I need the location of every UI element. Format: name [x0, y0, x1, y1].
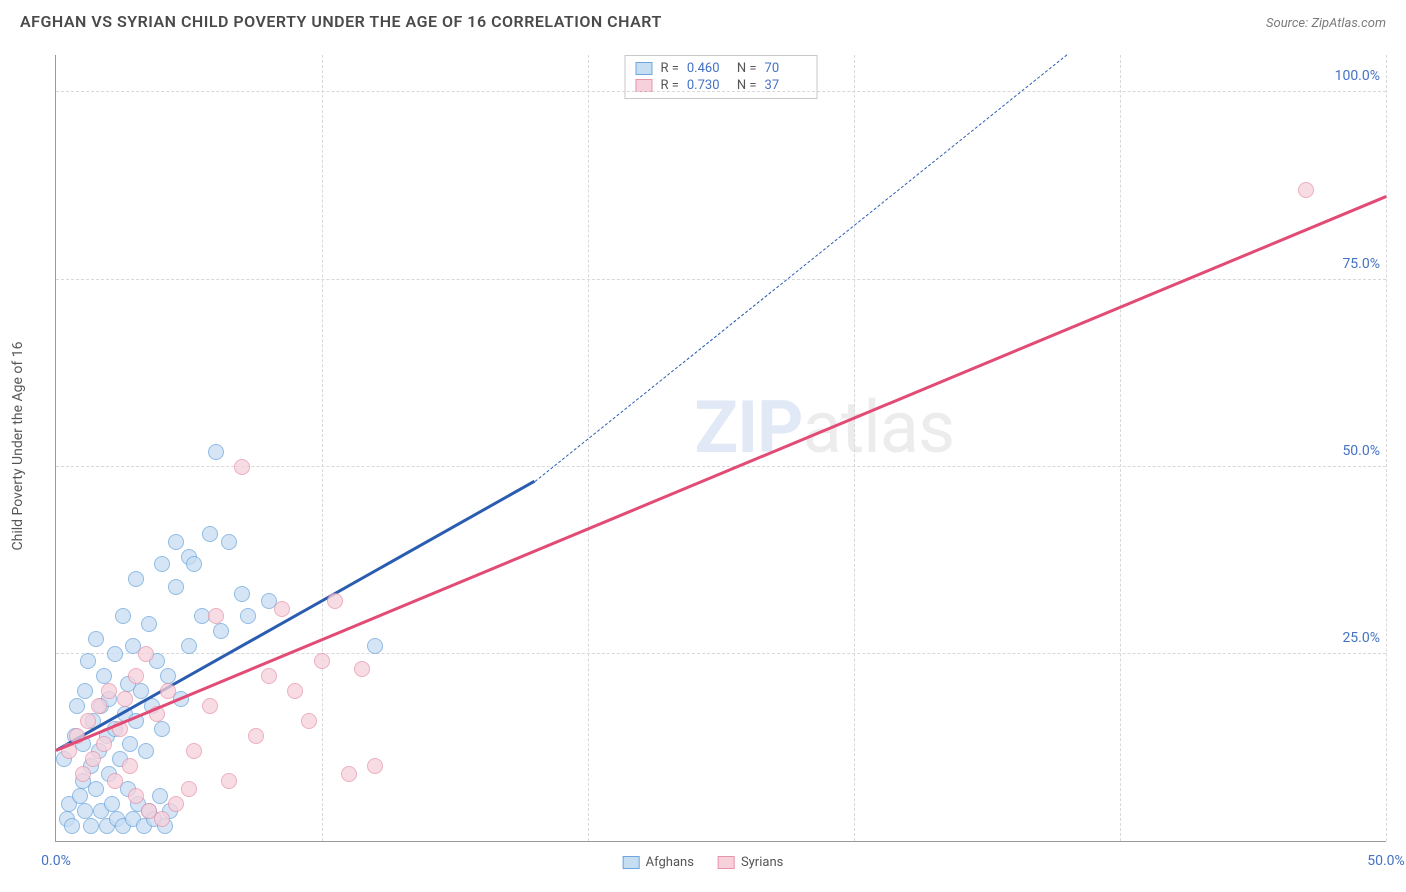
data-point-afghans — [128, 571, 144, 587]
data-point-afghans — [69, 698, 85, 714]
data-point-syrians — [341, 766, 357, 782]
data-point-syrians — [138, 646, 154, 662]
data-point-afghans — [138, 743, 154, 759]
data-point-afghans — [213, 623, 229, 639]
data-point-syrians — [354, 661, 370, 677]
data-point-syrians — [261, 668, 277, 684]
regression-line — [534, 54, 1067, 481]
data-point-afghans — [83, 818, 99, 834]
afghans-r-value: 0.460 — [687, 61, 729, 76]
swatch-afghans-icon — [623, 856, 640, 869]
data-point-afghans — [154, 721, 170, 737]
data-point-afghans — [141, 616, 157, 632]
data-point-syrians — [314, 653, 330, 669]
swatch-syrians-icon — [718, 856, 735, 869]
data-point-syrians — [75, 766, 91, 782]
data-point-afghans — [168, 579, 184, 595]
data-point-afghans — [202, 526, 218, 542]
data-point-syrians — [301, 713, 317, 729]
x-tick-label: 0.0% — [41, 853, 71, 869]
afghans-n-value: 70 — [765, 61, 807, 76]
n-label: N = — [737, 61, 757, 76]
data-point-afghans — [240, 608, 256, 624]
data-point-afghans — [77, 803, 93, 819]
series-legend: Afghans Syrians — [623, 855, 784, 870]
data-point-syrians — [128, 788, 144, 804]
data-point-syrians — [128, 668, 144, 684]
data-point-syrians — [85, 751, 101, 767]
data-point-syrians — [208, 608, 224, 624]
source-value: ZipAtlas.com — [1311, 16, 1386, 31]
gridline-v — [588, 55, 589, 841]
data-point-syrians — [1298, 182, 1314, 198]
data-point-afghans — [208, 444, 224, 460]
data-point-syrians — [202, 698, 218, 714]
gridline-v — [322, 55, 323, 841]
data-point-syrians — [181, 781, 197, 797]
watermark-zip: ZIP — [694, 385, 802, 470]
y-tick-label: 25.0% — [1342, 630, 1380, 646]
gridline-h — [56, 653, 1386, 654]
data-point-afghans — [181, 638, 197, 654]
data-point-afghans — [234, 586, 250, 602]
data-point-afghans — [115, 608, 131, 624]
gridline-h — [56, 91, 1386, 92]
source-attribution: Source: ZipAtlas.com — [1266, 12, 1386, 31]
gridline-h — [56, 466, 1386, 467]
data-point-afghans — [186, 556, 202, 572]
data-point-syrians — [80, 713, 96, 729]
legend-label-syrians: Syrians — [741, 855, 783, 870]
legend-item-syrians: Syrians — [718, 855, 783, 870]
data-point-afghans — [88, 781, 104, 797]
x-tick-label: 50.0% — [1367, 853, 1405, 869]
data-point-afghans — [96, 668, 112, 684]
swatch-afghans — [635, 62, 652, 75]
data-point-syrians — [274, 601, 290, 617]
scatter-chart: ZIPatlas R = 0.460 N = 70 R = 0.730 N = … — [55, 55, 1386, 842]
data-point-syrians — [186, 743, 202, 759]
data-point-syrians — [160, 683, 176, 699]
legend-label-afghans: Afghans — [646, 855, 694, 870]
y-tick-label: 75.0% — [1342, 256, 1380, 272]
data-point-afghans — [154, 556, 170, 572]
data-point-afghans — [168, 534, 184, 550]
data-point-syrians — [221, 773, 237, 789]
data-point-syrians — [101, 683, 117, 699]
data-point-afghans — [64, 818, 80, 834]
data-point-syrians — [107, 773, 123, 789]
data-point-syrians — [91, 698, 107, 714]
gridline-v — [1120, 55, 1121, 841]
data-point-afghans — [72, 788, 88, 804]
data-point-afghans — [77, 683, 93, 699]
data-point-syrians — [117, 691, 133, 707]
data-point-syrians — [287, 683, 303, 699]
source-label: Source: — [1266, 16, 1311, 31]
r-label: R = — [660, 61, 678, 76]
legend-item-afghans: Afghans — [623, 855, 694, 870]
data-point-afghans — [221, 534, 237, 550]
data-point-syrians — [168, 796, 184, 812]
data-point-afghans — [80, 653, 96, 669]
data-point-syrians — [327, 593, 343, 609]
swatch-syrians — [635, 79, 652, 92]
data-point-afghans — [367, 638, 383, 654]
y-axis-label: Child Poverty Under the Age of 16 — [10, 342, 26, 551]
data-point-afghans — [88, 631, 104, 647]
data-point-afghans — [122, 736, 138, 752]
data-point-afghans — [104, 796, 120, 812]
data-point-syrians — [234, 459, 250, 475]
data-point-syrians — [367, 758, 383, 774]
data-point-syrians — [154, 811, 170, 827]
data-point-afghans — [107, 646, 123, 662]
gridline-v — [854, 55, 855, 841]
data-point-syrians — [122, 758, 138, 774]
data-point-syrians — [96, 736, 112, 752]
chart-title: AFGHAN VS SYRIAN CHILD POVERTY UNDER THE… — [20, 12, 662, 31]
data-point-syrians — [248, 728, 264, 744]
gridline-v — [1386, 55, 1387, 841]
legend-row-afghans: R = 0.460 N = 70 — [635, 60, 806, 77]
y-tick-label: 100.0% — [1335, 68, 1380, 84]
data-point-afghans — [152, 788, 168, 804]
y-tick-label: 50.0% — [1342, 443, 1380, 459]
